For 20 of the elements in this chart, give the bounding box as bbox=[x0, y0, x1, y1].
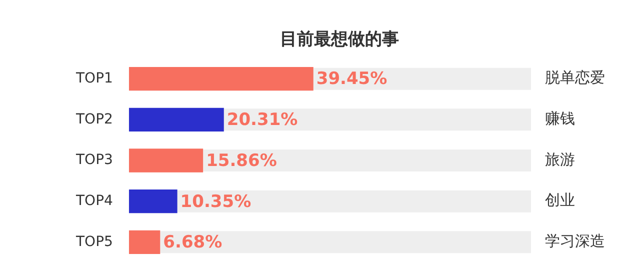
data-label: 39.45% bbox=[316, 69, 388, 90]
y2-tick-label: 创业 bbox=[545, 191, 575, 210]
bar bbox=[128, 189, 178, 214]
y-tick-label: TOP3 bbox=[75, 152, 113, 168]
bar bbox=[128, 148, 204, 172]
y2-tick-label: 脱单恋爱 bbox=[545, 68, 605, 87]
chart-title: 目前最想做的事 bbox=[280, 30, 399, 50]
y2-tick-label: 赚钱 bbox=[545, 110, 575, 128]
data-label: 20.31% bbox=[226, 110, 298, 130]
y2-tick-label: 旅游 bbox=[545, 150, 575, 168]
y-tick-label: TOP5 bbox=[75, 234, 113, 250]
y2-tick-label: 学习深造 bbox=[545, 232, 605, 250]
bar bbox=[128, 108, 224, 132]
y-tick-label: TOP2 bbox=[75, 111, 113, 128]
bar bbox=[128, 230, 160, 254]
data-label: 6.68% bbox=[163, 232, 222, 253]
y-tick-label: TOP4 bbox=[75, 192, 114, 209]
y-tick-label: TOP1 bbox=[75, 70, 113, 86]
data-label: 15.86% bbox=[206, 150, 277, 171]
data-label: 10.35% bbox=[180, 192, 252, 212]
